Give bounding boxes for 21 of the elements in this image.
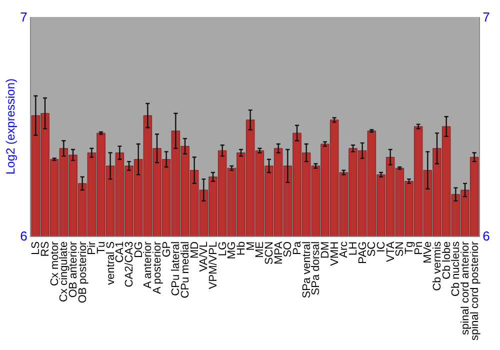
x-tick-label: PAG [356, 241, 369, 264]
x-tick-label: DG [132, 241, 145, 258]
x-tick-label: IC [376, 241, 388, 252]
x-tick-label: Arc [338, 240, 350, 258]
x-tick-label: LG [216, 241, 229, 256]
x-tick-label: Pa [292, 240, 304, 255]
y-axis-title: Log2 (expression) [3, 78, 18, 175]
x-tick-label: SCN [264, 241, 276, 265]
y2-tick-label: 7 [482, 10, 490, 25]
x-tick-label: A anterior [142, 241, 154, 288]
x-tick-label: MVe [422, 241, 434, 264]
x-tick-label: CPu medial [180, 241, 192, 298]
x-tick-label: SPa dorsal [310, 241, 322, 296]
x-tick-label: SO [282, 240, 294, 258]
x-tick-label: Pir [86, 241, 98, 255]
y2-tick-label: 6 [482, 228, 490, 244]
x-tick-label: Tg [404, 241, 416, 254]
x-tick-label: SN [394, 241, 406, 257]
x-tick-label: Cb nucleus [450, 240, 462, 296]
x-tick-label: Cb lobe [440, 241, 453, 280]
x-tick-label: RS [40, 241, 52, 257]
